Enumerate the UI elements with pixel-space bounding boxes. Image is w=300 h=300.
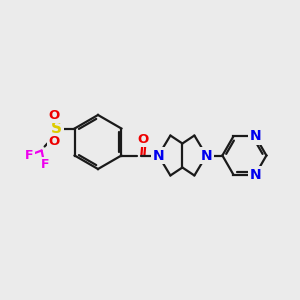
Text: N: N xyxy=(250,129,261,143)
Text: N: N xyxy=(201,148,212,163)
Text: O: O xyxy=(48,109,59,122)
Text: O: O xyxy=(138,133,149,146)
Text: F: F xyxy=(41,158,50,171)
Text: N: N xyxy=(153,148,164,163)
Text: O: O xyxy=(48,135,59,148)
Text: F: F xyxy=(26,149,34,162)
Text: N: N xyxy=(250,168,261,182)
Text: S: S xyxy=(51,121,62,136)
